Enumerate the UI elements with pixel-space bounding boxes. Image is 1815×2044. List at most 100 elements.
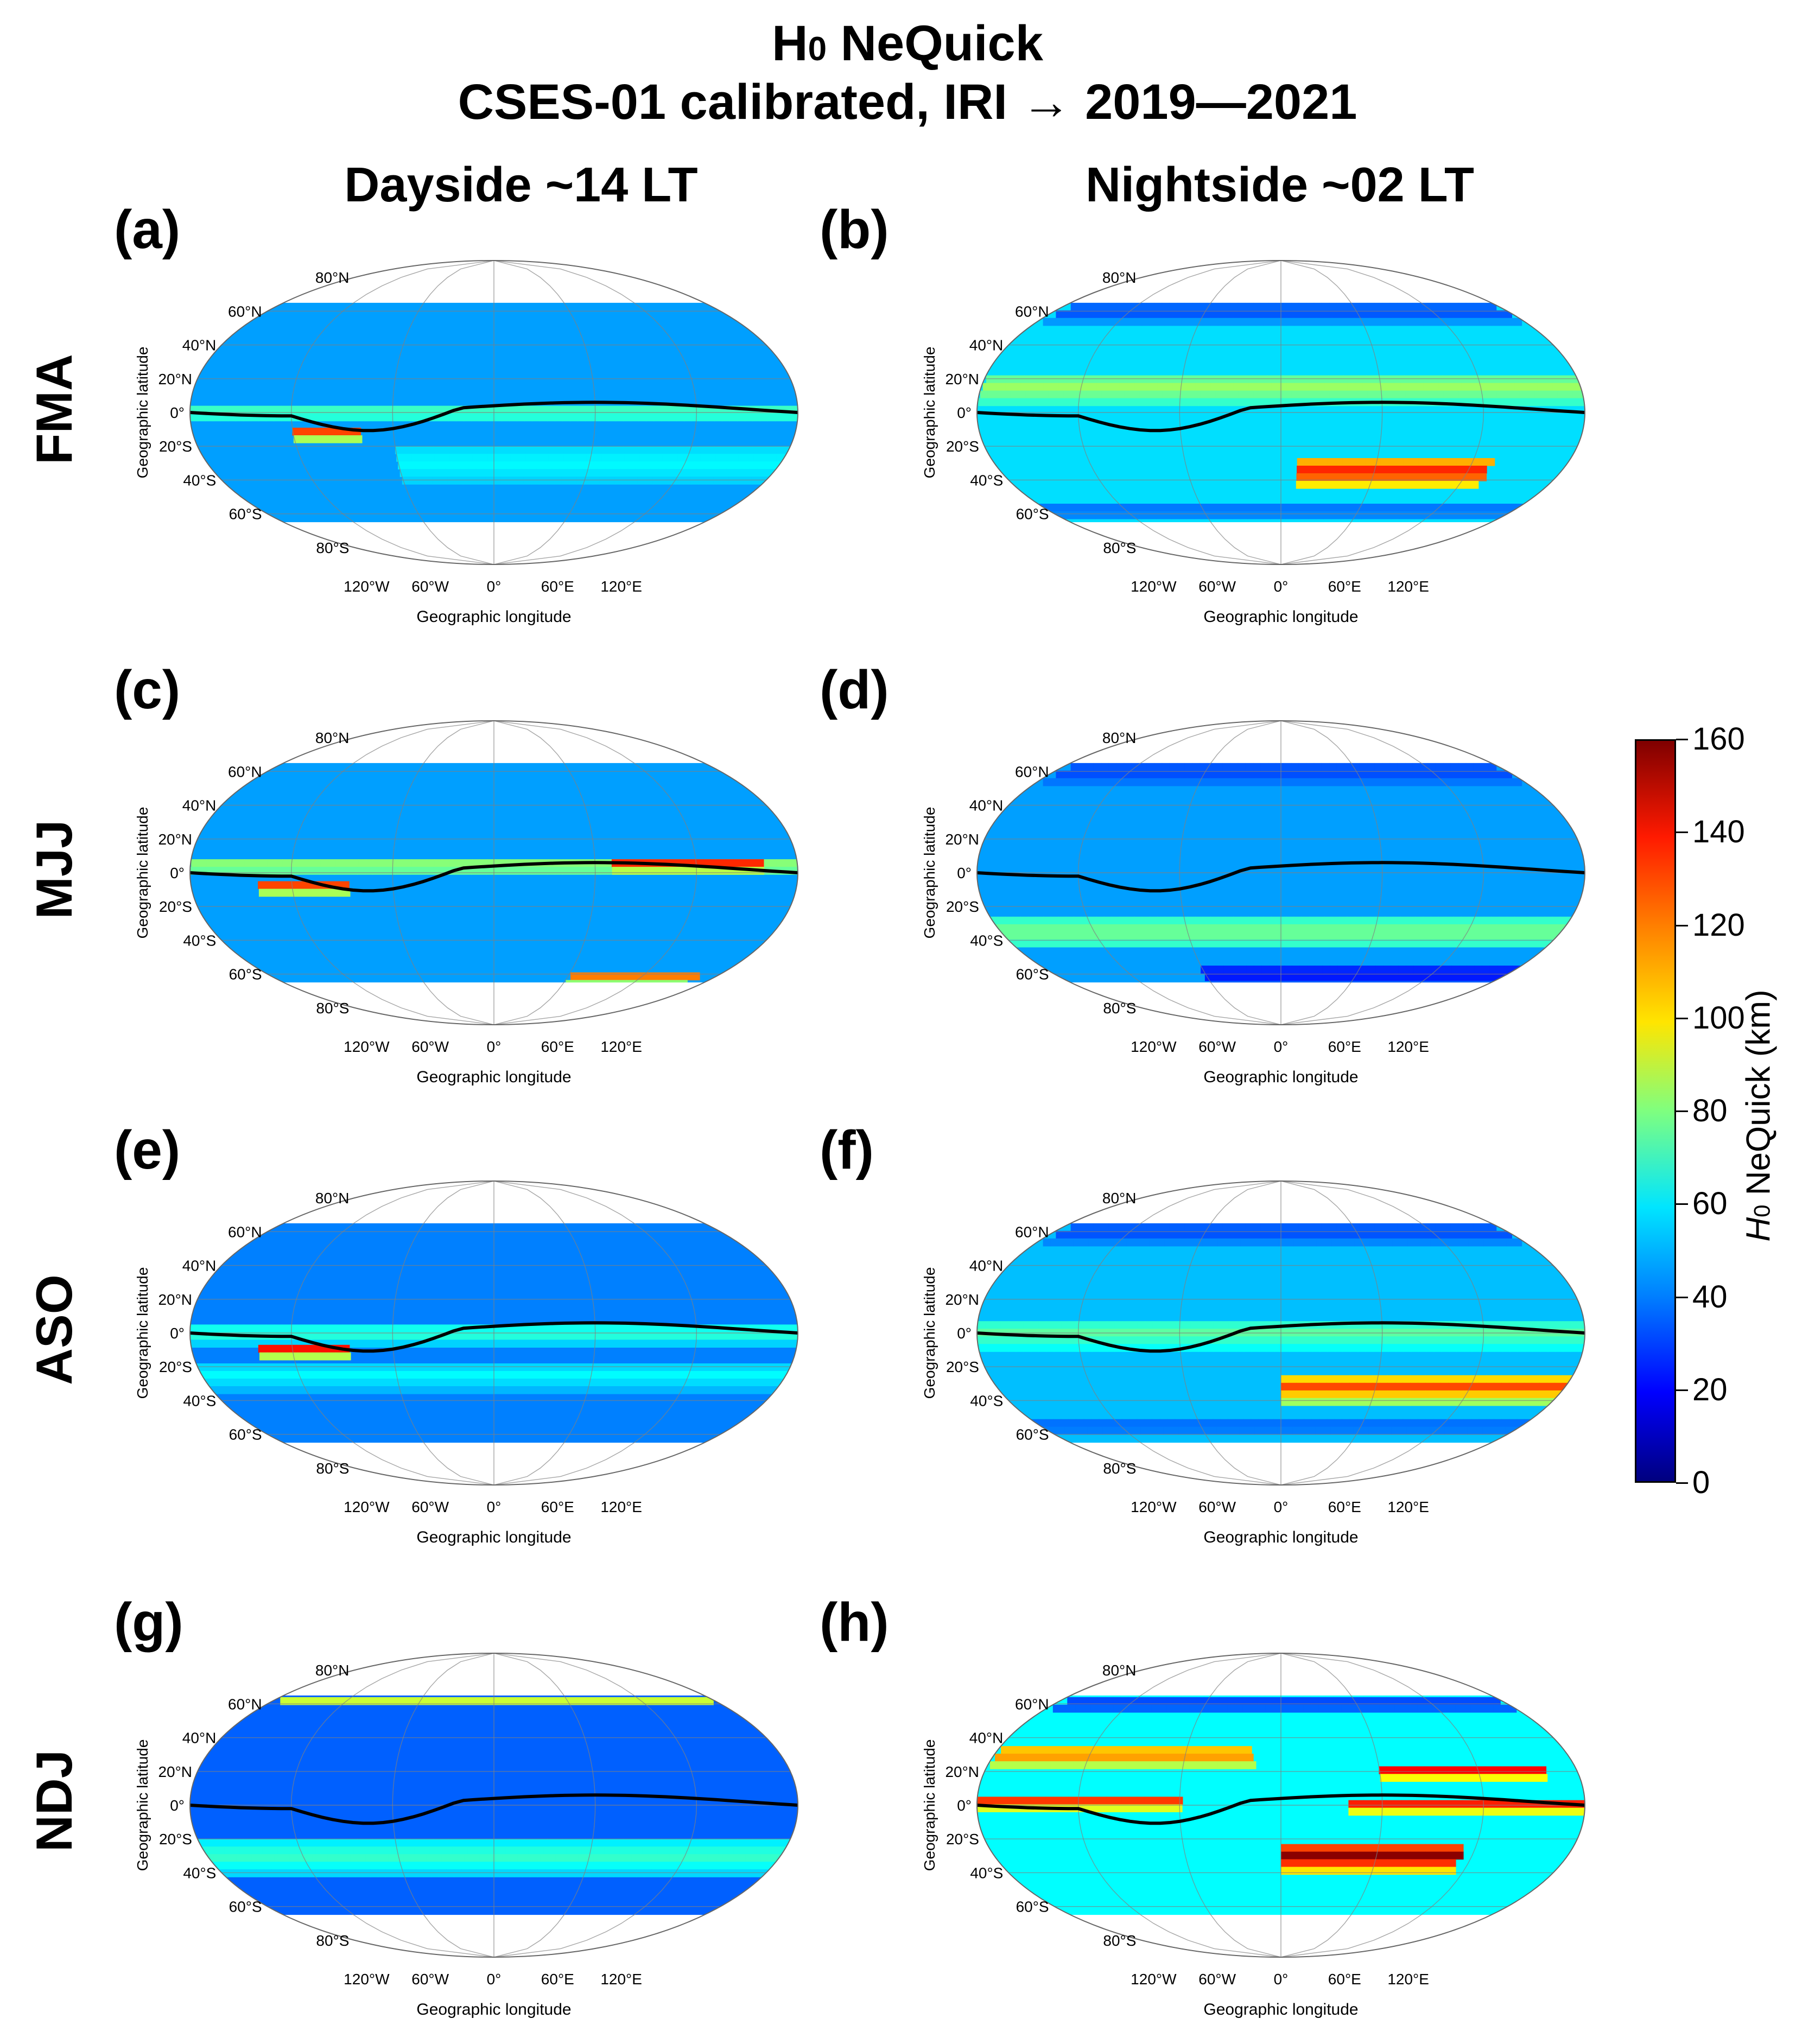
heatmap-cell — [634, 867, 643, 875]
heatmap-cell — [1261, 390, 1270, 399]
heatmap-cell — [1061, 939, 1069, 948]
heatmap-cell — [1371, 1807, 1379, 1816]
colorbar-tick-label: 160 — [1692, 721, 1745, 757]
heatmap-cell — [1255, 318, 1264, 326]
colorbar-tick-label: 120 — [1692, 907, 1745, 943]
heatmap-cell — [1258, 939, 1267, 948]
heatmap-cell — [661, 1839, 669, 1847]
heatmap-cell — [1519, 390, 1528, 399]
heatmap-cell — [1240, 511, 1248, 519]
heatmap-cell — [494, 1340, 503, 1348]
heatmap-cell — [1367, 924, 1375, 932]
heatmap-cell — [646, 1324, 655, 1332]
heatmap-cell — [1501, 1375, 1509, 1383]
heatmap-cell — [1515, 1807, 1524, 1816]
heatmap-cell — [1223, 770, 1231, 779]
heatmap-cell — [1228, 1321, 1237, 1329]
heatmap-cell — [1159, 1419, 1168, 1427]
heatmap-cell — [396, 1854, 404, 1862]
heatmap-cell — [1291, 310, 1299, 319]
heatmap-cell — [1078, 1754, 1087, 1762]
heatmap-cell — [1473, 302, 1482, 311]
heatmap-cell — [1331, 511, 1339, 519]
heatmap-cell — [1165, 383, 1173, 391]
heatmap-cell — [1126, 1238, 1135, 1247]
heatmap-cell — [1230, 770, 1239, 779]
heatmap-cell — [220, 405, 229, 414]
heatmap-cell — [410, 405, 419, 414]
heatmap-cell — [747, 461, 756, 469]
heatmap-cell — [1005, 383, 1014, 391]
heatmap-cell — [1241, 383, 1249, 391]
heatmap-cell — [318, 1862, 326, 1870]
heatmap-cell — [1321, 375, 1329, 384]
heatmap-cell — [448, 413, 456, 422]
heatmap-cell — [1461, 778, 1469, 786]
heatmap-cell — [613, 1869, 621, 1877]
heatmap-cell — [1365, 458, 1374, 466]
heatmap-cell — [1221, 931, 1229, 940]
heatmap-cell — [1220, 939, 1229, 948]
heatmap-cell — [1278, 916, 1287, 925]
heatmap-cell — [1281, 1375, 1289, 1383]
heatmap-cell — [404, 859, 412, 867]
map-panel-e: 80°N 60°N 40°N 20°N 0° 20°S 40°S 60°S 80°S 120°W 6… — [130, 1159, 890, 1572]
heatmap-cell — [408, 1869, 416, 1877]
heatmap-cell — [1283, 763, 1292, 771]
heatmap-cell — [1114, 939, 1122, 948]
heatmap-cell — [1113, 1704, 1122, 1713]
heatmap-cell — [1178, 1426, 1186, 1435]
heatmap-cell — [578, 1324, 586, 1332]
heatmap-cell — [1256, 383, 1265, 391]
heatmap-cell — [1096, 383, 1105, 391]
x-tick-label: 60°E — [541, 1499, 574, 1515]
heatmap-cell — [361, 1386, 369, 1394]
heatmap-cell — [1065, 1761, 1074, 1769]
heatmap-cell — [1023, 1336, 1031, 1344]
heatmap-cell — [1311, 1398, 1319, 1406]
heatmap-cell — [1399, 1426, 1407, 1435]
heatmap-cell — [308, 1846, 316, 1855]
heatmap-cell — [205, 1839, 213, 1847]
heatmap-cell — [1514, 1238, 1522, 1247]
heatmap-cell — [1068, 1797, 1077, 1805]
heatmap-cell — [646, 413, 654, 422]
heatmap-cell — [335, 859, 344, 867]
heatmap-cell — [1125, 1426, 1133, 1435]
heatmap-cell — [1038, 1336, 1046, 1344]
heatmap-cell — [676, 405, 685, 414]
heatmap-cell — [1338, 1426, 1346, 1435]
x-tick-label: 120°E — [600, 1038, 642, 1055]
magnetic-equator-line — [977, 861, 1585, 893]
heatmap-cell — [1304, 1419, 1312, 1427]
heatmap-cell — [1154, 310, 1163, 319]
heatmap-cell — [696, 469, 705, 477]
heatmap-cell — [228, 405, 237, 414]
heatmap-cell — [705, 1379, 714, 1387]
heatmap-cell — [1478, 973, 1487, 981]
map-border — [189, 1180, 798, 1486]
heatmap-cell — [1451, 770, 1459, 779]
heatmap-cell — [427, 1371, 436, 1379]
heatmap-cell — [500, 1379, 509, 1387]
heatmap-cell — [643, 469, 651, 477]
heatmap-cell — [1093, 763, 1102, 771]
heatmap-cell — [485, 1697, 493, 1705]
heatmap-cell — [547, 413, 555, 422]
heatmap-cell — [327, 413, 335, 422]
heatmap-cell — [644, 1363, 652, 1372]
heatmap-cell — [1152, 504, 1160, 512]
heatmap-cell — [462, 1862, 471, 1870]
heatmap-cell — [274, 405, 282, 414]
heatmap-cell — [575, 1869, 583, 1877]
heatmap-cell — [1512, 924, 1520, 932]
heatmap-cell — [1373, 931, 1381, 940]
heatmap-cell — [356, 1363, 364, 1372]
heatmap-cell — [1057, 1426, 1065, 1435]
heatmap-cell — [1063, 310, 1071, 319]
heatmap-cell — [1109, 924, 1117, 932]
heatmap-cell — [719, 469, 727, 477]
heatmap-cell — [540, 1332, 548, 1340]
heatmap-cell — [1321, 302, 1330, 311]
heatmap-cell — [1494, 1390, 1502, 1399]
